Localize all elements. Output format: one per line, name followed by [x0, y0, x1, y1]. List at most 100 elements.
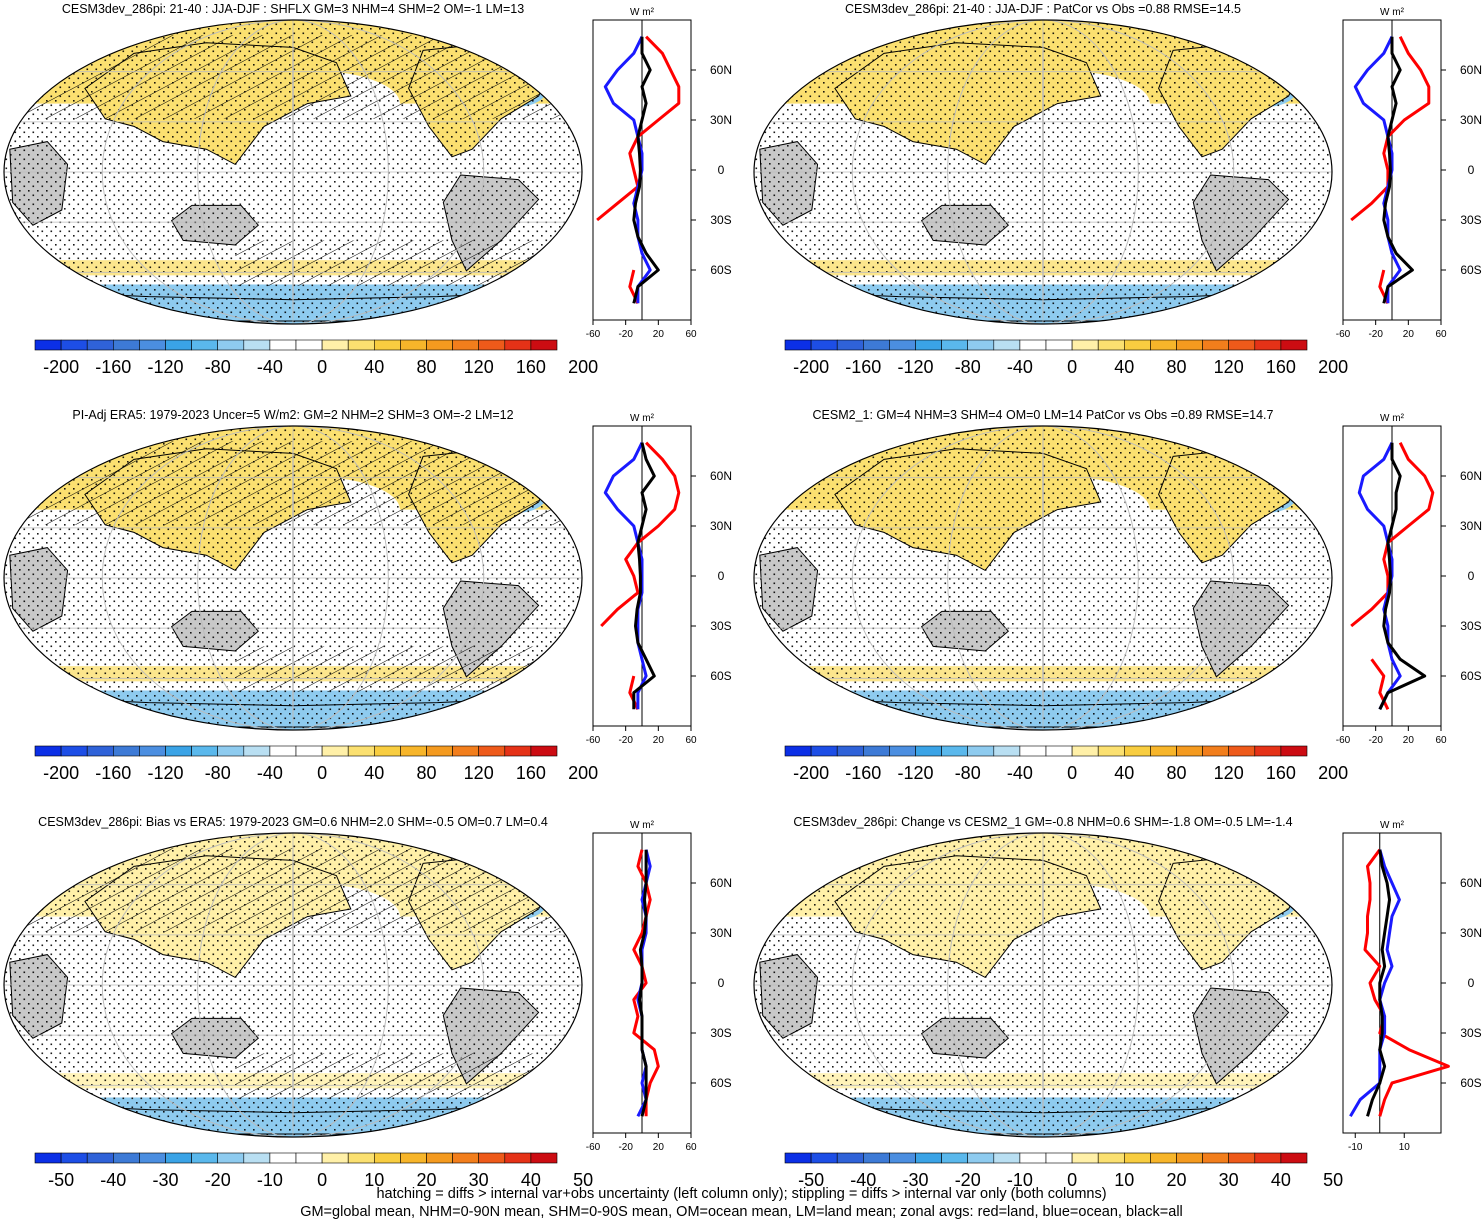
colorbar-box-12: [347, 1152, 375, 1164]
colorbar-tick-label: 160: [1266, 357, 1296, 377]
graticule-lon-4: [851, 833, 1235, 1137]
colorbar-tick-label: 80: [1166, 357, 1186, 377]
colorbar-tick-label: -40: [1007, 763, 1033, 783]
panel-5-title: CESM3dev_286pi: Bias vs ERA5: 1979-2023 …: [38, 815, 548, 829]
profile-line-land: [632, 849, 660, 1117]
profile-lat-label: 0: [1468, 569, 1475, 583]
graticule-lon-4: [101, 20, 485, 324]
colorbar-tick-label: -40: [257, 357, 283, 377]
profile-lat-label: 30S: [710, 1026, 731, 1040]
colorbar-tick-label: -160: [845, 763, 881, 783]
colorbar-box-4: [139, 745, 166, 757]
colorbar-box-11: [1071, 745, 1099, 757]
colorbar-box-17: [478, 745, 506, 757]
colorbar-box-5: [165, 745, 192, 757]
panel-4-map: [754, 426, 1332, 730]
colorbar-box-8: [243, 1152, 271, 1164]
colorbar-tick-label: -80: [955, 357, 981, 377]
colorbar-box-8: [243, 339, 271, 351]
profile-lat-label: 30N: [710, 926, 732, 940]
panel-6-zonal-profile: W m² -10 10 60N 30N 0 30S 60S: [1342, 820, 1482, 1153]
colorbar-box-13: [1123, 1152, 1151, 1164]
colorbar-box-10: [1045, 1152, 1073, 1164]
profile-line-all: [1378, 442, 1427, 710]
colorbar-tick-label: 20: [1166, 1170, 1186, 1190]
colorbar-tick-label: -40: [257, 763, 283, 783]
colorbar-box-7: [217, 339, 245, 351]
colorbar-tick-label: 80: [1166, 763, 1186, 783]
profile-lat-label: 60S: [710, 669, 731, 683]
colorbar-box-10: [295, 745, 323, 757]
graticule-lon-2: [1042, 833, 1044, 1137]
profile-unit-label: W m²: [1380, 413, 1405, 424]
colorbar-box-10: [295, 339, 323, 351]
panel-2-map-border: [753, 19, 1333, 325]
colorbar-box-4: [139, 1152, 166, 1164]
colorbar-box-18: [504, 1152, 532, 1164]
colorbar-tick-label: -40: [100, 1170, 126, 1190]
profile-line-all: [632, 442, 656, 710]
colorbar-tick-label: -80: [205, 357, 231, 377]
colorbar-box-5: [165, 339, 192, 351]
profile-lat-label: 60N: [1460, 469, 1482, 483]
profile-xtick-label: 20: [1403, 329, 1415, 340]
colorbar-box-11: [321, 339, 349, 351]
panel-1: CESM3dev_286pi: 21-40 : JJA-DJF : SHFLX …: [3, 2, 732, 377]
colorbar-box-9: [1019, 1152, 1047, 1164]
panel-4-zonal-profile: W m² -60 -20 20 60 60N 30N 0 30S 60S: [1336, 413, 1482, 746]
colorbar-box-17: [1228, 745, 1256, 757]
footer-note-definitions: GM=global mean, NHM=0-90N mean, SHM=0-90…: [300, 1204, 1183, 1220]
panel-5-zonal-profile: W m² -60 -20 20 60 60N 30N 0 30S 60S: [586, 820, 732, 1153]
colorbar-tick-label: 80: [416, 357, 436, 377]
profile-xtick-label: -20: [1368, 329, 1383, 340]
colorbar-box-16: [1202, 339, 1230, 351]
graticule-lon-2: [292, 426, 294, 730]
profile-lat-label: 30S: [1460, 213, 1481, 227]
colorbar-box-8: [243, 745, 271, 757]
colorbar-box-7: [967, 745, 995, 757]
colorbar-box-4: [139, 339, 166, 351]
profile-xtick-label: -60: [586, 329, 601, 340]
colorbar-box-9: [269, 339, 297, 351]
profile-unit-label: W m²: [630, 413, 655, 424]
profile-lat-label: 30N: [710, 519, 732, 533]
profile-lat-label: 60N: [1460, 63, 1482, 77]
colorbar-box-11: [321, 1152, 349, 1164]
colorbar-box-6: [191, 339, 219, 351]
profile-xtick-label: 60: [685, 1142, 697, 1153]
profile-xtick-label: -20: [618, 1142, 633, 1153]
graticule-lon-2: [292, 20, 294, 324]
colorbar-box-15: [426, 339, 453, 351]
colorbar-tick-label: 0: [1067, 1170, 1077, 1190]
profile-line-ocean: [603, 442, 648, 710]
colorbar-tick-label: 0: [317, 763, 327, 783]
colorbar-tick-label: 200: [1318, 357, 1348, 377]
profile-xtick-label: 20: [653, 1142, 665, 1153]
profile-lat-label: 60N: [710, 469, 732, 483]
panel-6: CESM3dev_286pi: Change vs CESM2_1 GM=-0.…: [753, 815, 1482, 1190]
colorbar-box-16: [1202, 745, 1230, 757]
graticule-lon-3: [197, 426, 389, 730]
colorbar-box-1: [810, 1152, 838, 1164]
colorbar-box-2: [86, 339, 114, 351]
panel-4-map-border: [753, 425, 1333, 731]
profile-lat-label: 30S: [1460, 619, 1481, 633]
colorbar-box-9: [1019, 339, 1047, 351]
colorbar-box-8: [993, 339, 1021, 351]
colorbar-tick-label: -30: [152, 1170, 178, 1190]
profile-unit-label: W m²: [1380, 7, 1405, 18]
colorbar-tick-label: 20: [416, 1170, 436, 1190]
graticule-lon-2: [292, 833, 294, 1137]
profile-xtick-label: -20: [1368, 735, 1383, 746]
profile-xtick-label: 60: [685, 329, 697, 340]
profile-xtick-label: 60: [1435, 735, 1447, 746]
colorbar-box-0: [34, 1152, 62, 1164]
colorbar-box-6: [941, 745, 969, 757]
panel-5-map: [4, 833, 582, 1137]
profile-lat-label: 30N: [710, 113, 732, 127]
colorbar-tick-label: -200: [793, 763, 829, 783]
panel-6-map-border: [753, 832, 1333, 1138]
colorbar-box-2: [86, 745, 114, 757]
colorbar-box-17: [478, 1152, 506, 1164]
panel-1-map-border: [3, 19, 583, 325]
